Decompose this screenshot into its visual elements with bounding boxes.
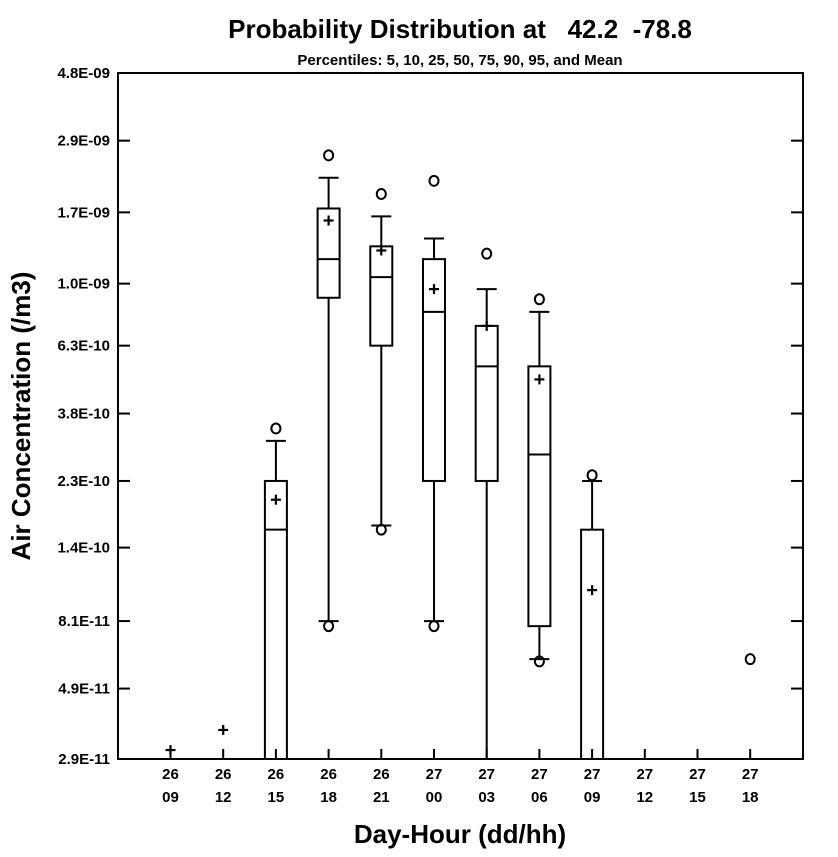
x-tick-label-hour: 12	[215, 789, 232, 806]
box-group	[422, 174, 446, 633]
x-tick-label-hour: 12	[636, 789, 653, 806]
box	[369, 245, 394, 347]
x-tick-label-hour: 09	[162, 789, 179, 806]
percentile-5-marker	[428, 620, 440, 633]
y-tick-label: 2.9E-09	[57, 133, 110, 150]
y-tick-label: 1.4E-10	[57, 540, 110, 557]
x-tick-label-hour: 06	[531, 789, 548, 806]
x-tick-label-hour: 15	[268, 789, 285, 806]
y-axis: 2.9E-11 4.9E-11 8.1E-11 1.4E-10 2.3E-10 3.8E-…	[57, 65, 803, 768]
percentile-5-marker	[323, 620, 335, 633]
box	[474, 324, 499, 482]
x-tick-label-day: 26	[373, 766, 390, 783]
x-axis-label: Day-Hour (dd/hh)	[354, 819, 566, 849]
box	[263, 479, 288, 760]
box-group	[165, 745, 176, 756]
x-tick-label-day: 27	[636, 766, 653, 783]
y-tick-label: 2.9E-11	[58, 751, 110, 768]
y-tick-label: 4.9E-11	[58, 681, 110, 698]
y-axis-label: Air Concentration (/m3)	[6, 272, 36, 561]
y-tick-label: 8.1E-11	[58, 613, 110, 630]
percentile-5-marker	[533, 655, 545, 668]
chart-subtitle: Percentiles: 5, 10, 25, 50, 75, 90, 95, …	[297, 52, 622, 69]
percentile-5-marker	[375, 523, 387, 536]
box-group	[744, 653, 756, 666]
x-tick-label-day: 27	[426, 766, 443, 783]
percentile-95-marker	[533, 293, 545, 306]
x-tick-label-hour: 03	[478, 789, 495, 806]
y-tick-label: 1.0E-09	[57, 276, 110, 293]
percentile-95-marker	[375, 187, 387, 200]
x-tick-label-day: 27	[689, 766, 706, 783]
x-tick-label-hour: 15	[689, 789, 706, 806]
y-tick-label: 3.8E-10	[57, 406, 110, 423]
x-axis: 26 09 26 12 26 15 26 18 26 21 27 00 27 03 27 06 27 09 27 12…	[162, 749, 759, 806]
x-tick-label-day: 27	[531, 766, 548, 783]
chart-title: Probability Distribution at 42.2 -78.8	[228, 14, 692, 44]
percentile-95-marker	[323, 149, 335, 162]
y-tick-label: 2.3E-10	[57, 473, 110, 490]
x-tick-label-hour: 18	[320, 789, 337, 806]
y-tick-label: 4.8E-09	[57, 65, 110, 82]
box-group	[316, 149, 341, 633]
plot-frame	[117, 72, 804, 760]
x-tick-label-hour: 18	[742, 789, 759, 806]
percentile-95-marker	[586, 469, 598, 482]
x-tick-label-day: 26	[215, 766, 232, 783]
box-group	[218, 724, 229, 735]
box	[527, 365, 552, 628]
percentile-95-marker	[481, 247, 493, 260]
box-group	[474, 247, 499, 759]
box-group	[263, 422, 288, 760]
plot-area	[165, 149, 756, 761]
y-tick-label: 1.7E-09	[57, 204, 110, 221]
x-tick-label-day: 26	[268, 766, 285, 783]
box	[580, 528, 605, 761]
x-tick-label-day: 26	[162, 766, 179, 783]
x-tick-label-day: 27	[584, 766, 601, 783]
x-tick-label-day: 27	[478, 766, 495, 783]
x-tick-label-hour: 00	[426, 789, 443, 806]
percentile-95-marker	[428, 174, 440, 187]
y-tick-label: 6.3E-10	[57, 338, 110, 355]
box-group	[580, 469, 605, 761]
box-group	[369, 187, 394, 536]
x-tick-label-hour: 09	[584, 789, 601, 806]
x-tick-label-hour: 21	[373, 789, 390, 806]
percentile-95-marker	[270, 422, 282, 435]
x-tick-label-day: 26	[320, 766, 337, 783]
percentile-95-marker	[744, 653, 756, 666]
box-group	[527, 293, 552, 668]
x-tick-label-day: 27	[742, 766, 759, 783]
